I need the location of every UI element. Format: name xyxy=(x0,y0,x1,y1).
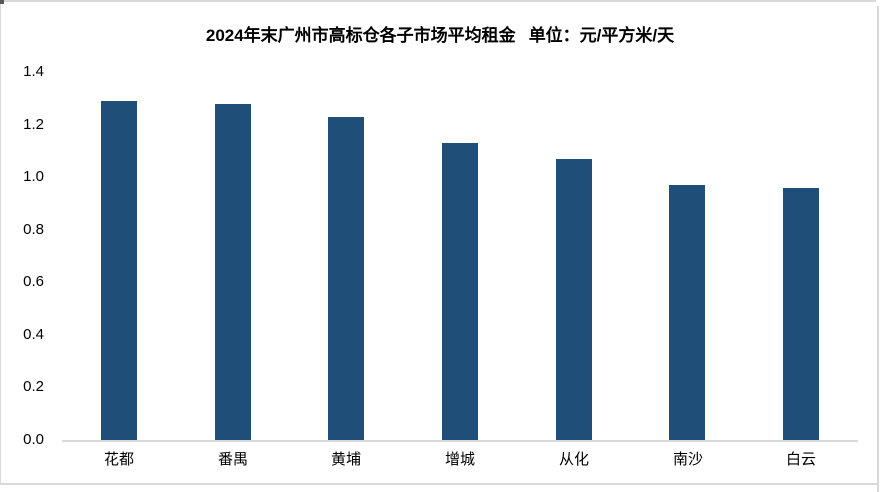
y-tick-label-0.4: 0.4 xyxy=(23,325,44,343)
y-tick-label-1.2: 1.2 xyxy=(23,115,44,133)
chart-unit-label: 单位：元/平方米/天 xyxy=(528,26,675,45)
frame-left-border xyxy=(0,2,1,484)
x-label-增城: 增城 xyxy=(444,451,475,468)
bar-增城 xyxy=(442,143,478,440)
x-label-白云: 白云 xyxy=(785,451,816,468)
bar-番禺 xyxy=(215,104,251,440)
bar-白云 xyxy=(783,188,819,440)
x-axis-line xyxy=(62,440,858,442)
x-label-番禺: 番禺 xyxy=(217,451,248,468)
chart-title: 2024年末广州市高标仓各子市场平均租金 xyxy=(205,26,516,45)
frame-right-border xyxy=(877,6,879,492)
x-label-黄埔: 黄埔 xyxy=(330,451,361,468)
frame-bottom-border xyxy=(0,483,879,485)
y-tick-label-0.0: 0.0 xyxy=(23,431,44,448)
bar-黄埔 xyxy=(328,117,364,440)
x-label-花都: 花都 xyxy=(103,451,134,468)
chart-title-row: 2024年末广州市高标仓各子市场平均租金 单位：元/平方米/天 xyxy=(0,21,880,46)
bar-南沙 xyxy=(669,185,705,440)
y-tick-label-0.8: 0.8 xyxy=(23,220,44,238)
y-tick-label-0.6: 0.6 xyxy=(23,273,44,291)
bar-从化 xyxy=(556,159,592,440)
y-tick-label-1.4: 1.4 xyxy=(23,63,44,80)
x-label-南沙: 南沙 xyxy=(672,451,703,468)
y-tick-label-0.2: 0.2 xyxy=(23,378,44,396)
bar-花都 xyxy=(101,101,137,440)
y-tick-label-1.0: 1.0 xyxy=(23,168,44,186)
frame-top-border xyxy=(0,0,876,2)
frame-corner-mark xyxy=(0,0,4,4)
x-label-从化: 从化 xyxy=(558,451,589,468)
